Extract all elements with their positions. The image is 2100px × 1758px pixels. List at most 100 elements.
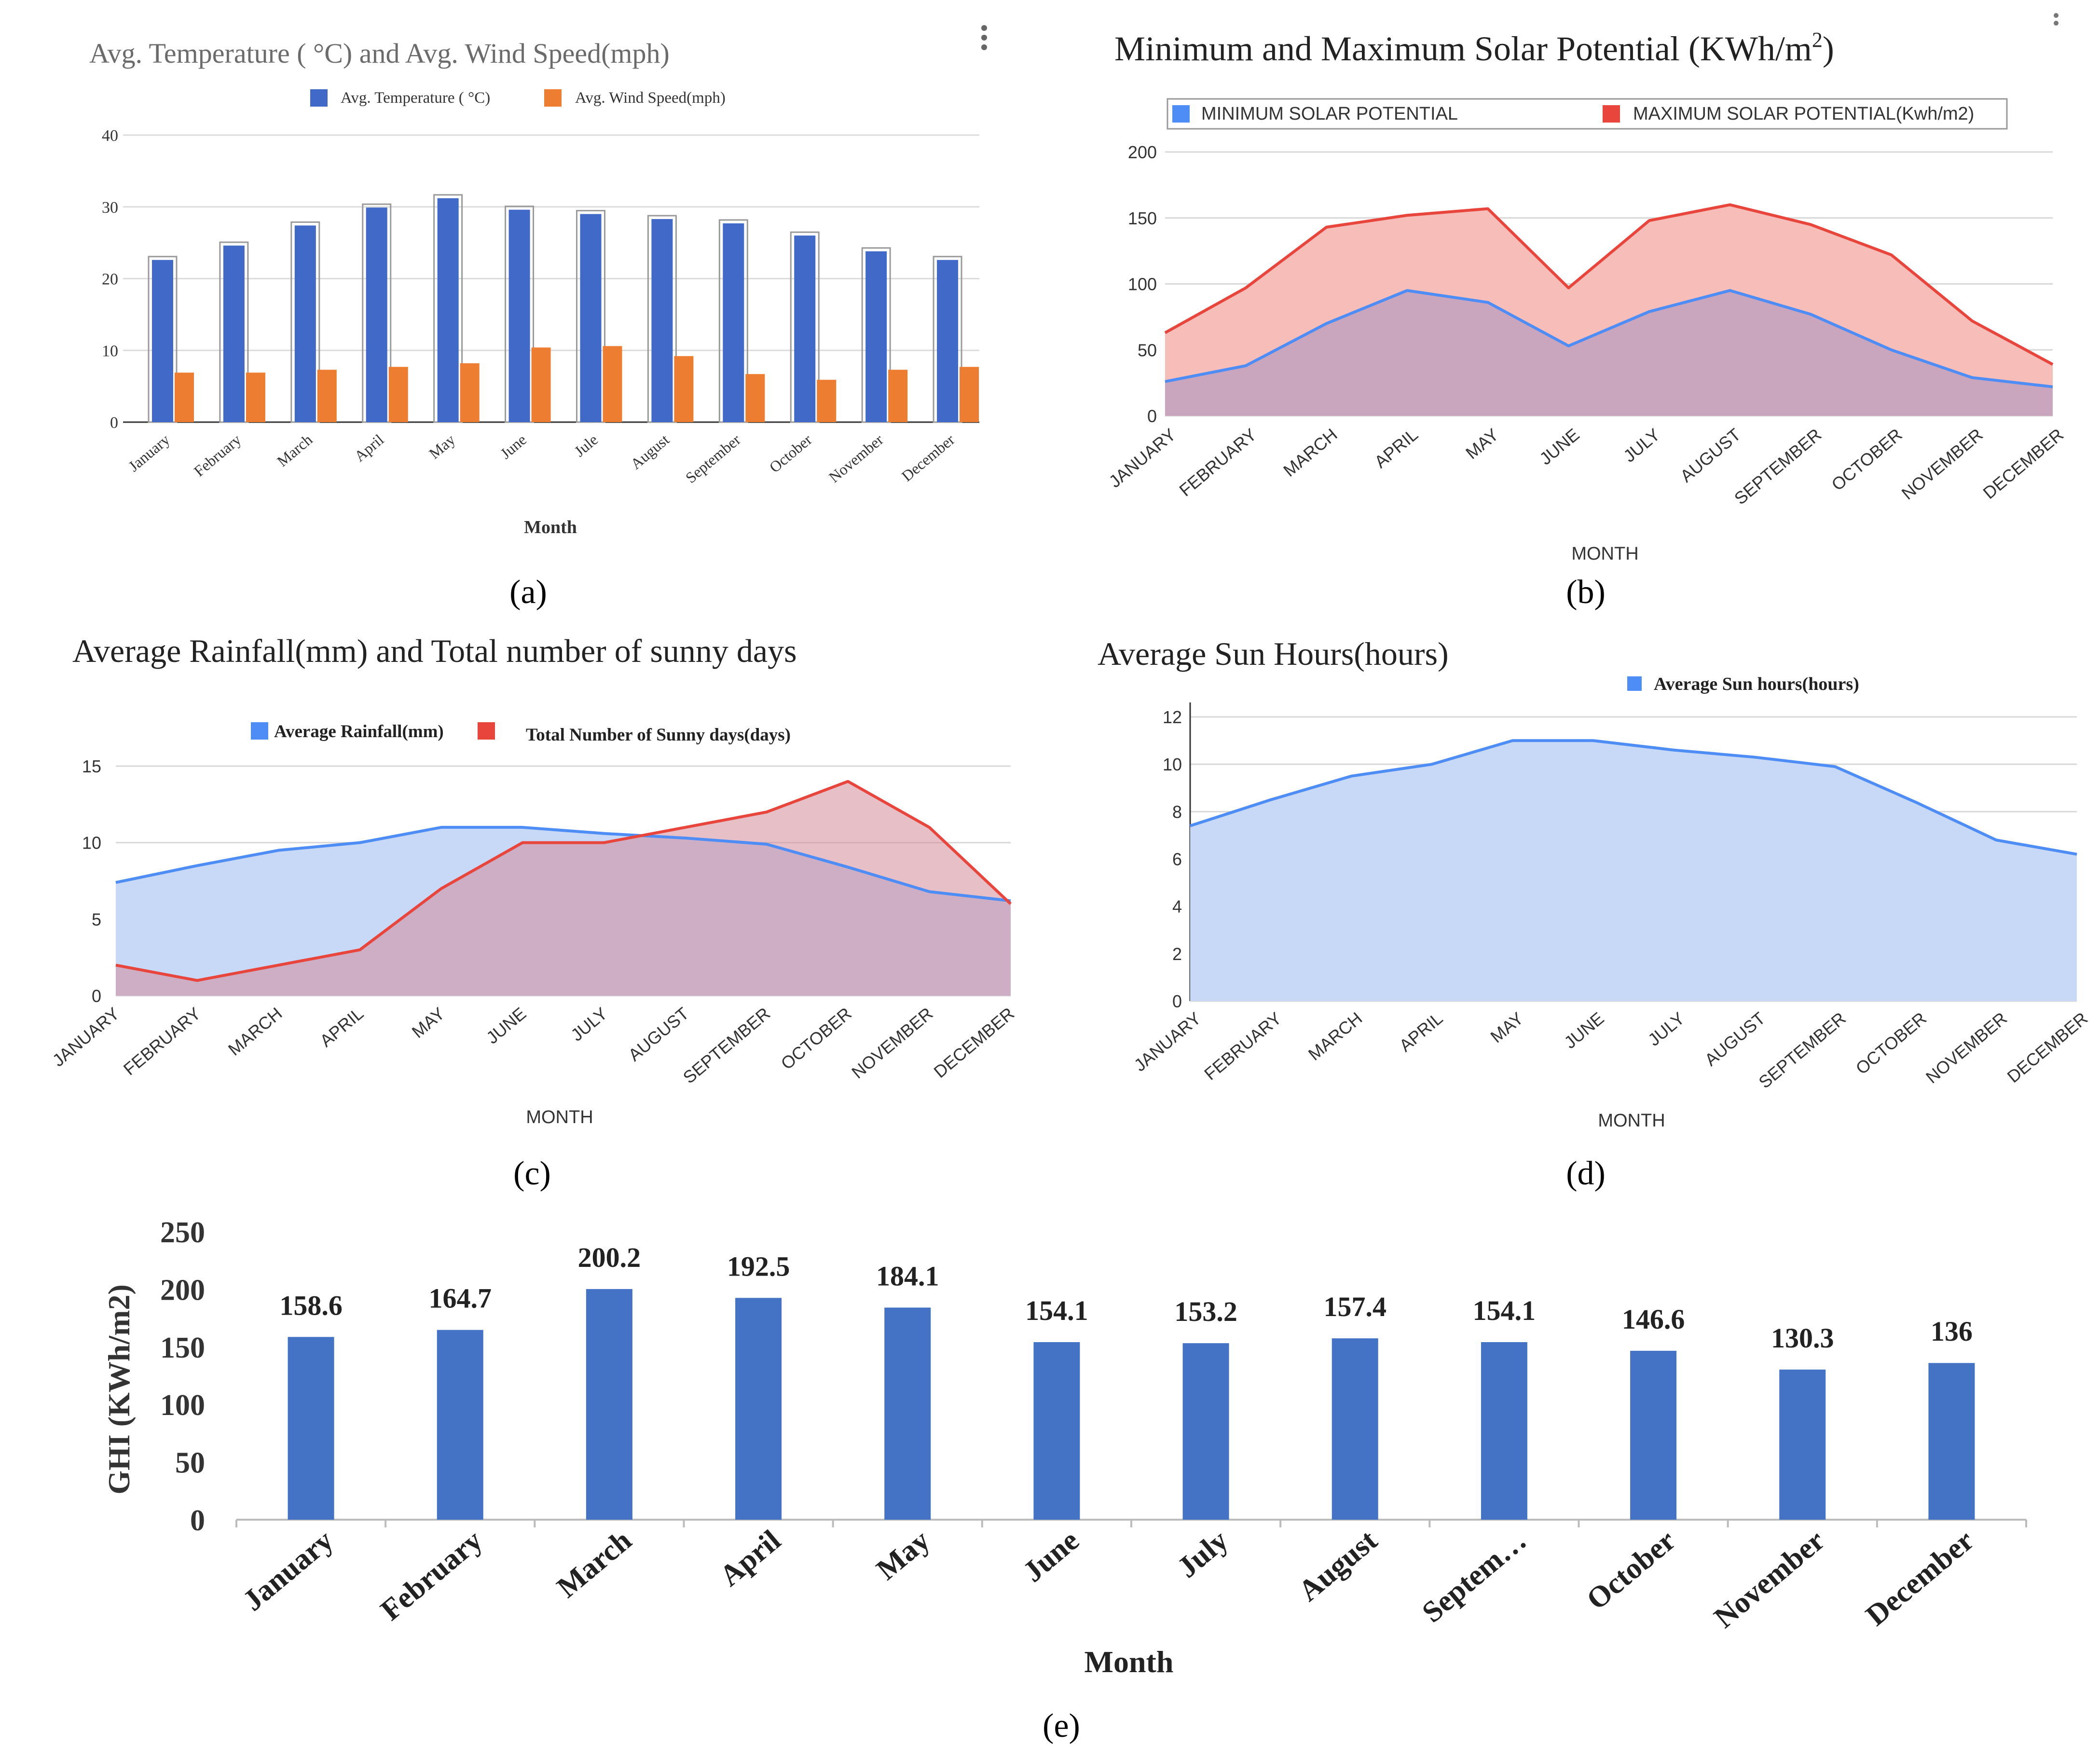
panel-a-x-tick-label: December (898, 431, 958, 485)
panel-b-y-tick-label: 150 (1128, 208, 1157, 228)
panel-a-x-tick-label: Jule (571, 431, 601, 460)
panel-d-x-tick-label: DECEMBER (2003, 1008, 2091, 1087)
panel-a-bar-temperature (651, 219, 673, 422)
panel-c-x-axis-title: MONTH (526, 1107, 593, 1127)
panel-e-x-tick-label: July (1171, 1524, 1235, 1584)
panel-c-title: Average Rainfall(mm) and Total number of… (72, 632, 797, 669)
panel-a-bar-temperature (437, 198, 459, 422)
panel-b-legend-box (1167, 98, 2008, 130)
panel-d-x-axis-title: MONTH (1598, 1111, 1665, 1131)
panel-a-bar-wind (817, 380, 837, 422)
panel-a-bar-temperature (723, 223, 744, 422)
panel-b-x-tick-label: JANUARY (1105, 425, 1180, 492)
panel-e-bar (1928, 1363, 1975, 1520)
panel-a-x-tick-label: May (425, 431, 458, 462)
panel-d-x-tick-label: JUNE (1560, 1008, 1607, 1053)
panel-b-x-tick-label: MAY (1462, 425, 1502, 463)
panel-b-x-tick-label: APRIL (1371, 425, 1422, 472)
panel-d-y-tick-label: 6 (1172, 850, 1182, 869)
panel-e-x-axis-title: Month (1084, 1645, 1174, 1679)
panel-d-x-tick-label: JULY (1644, 1008, 1688, 1050)
panel-d-x-tick-label: MAY (1486, 1008, 1527, 1047)
panel-b-title-main: Minimum and Maximum Solar Potential (KWh… (1114, 29, 1812, 68)
panel-a-menu-icon[interactable] (981, 25, 987, 50)
panel-c-x-tick-label: DECEMBER (930, 1003, 1018, 1082)
panel-c-y-tick-label: 10 (82, 833, 101, 853)
panel-c-rainfall-sunny-days-chart: Average Rainfall(mm) and Total number of… (49, 632, 1018, 1192)
panel-b-x-axis-title: MONTH (1571, 544, 1638, 564)
panel-a-bar-wind (674, 356, 694, 422)
panel-b-menu-icon[interactable] (2054, 13, 2059, 26)
panel-c-x-tick-label: NOVEMBER (848, 1003, 936, 1083)
panel-a-x-tick-label: January (125, 431, 173, 475)
panel-a-bar-wind (960, 367, 979, 422)
panel-e-y-tick-label: 150 (160, 1332, 205, 1364)
panel-e-x-tick-label: January (237, 1524, 340, 1618)
panel-b-title-sup: 2 (1812, 28, 1823, 52)
panel-c-legend-swatch-rainfall (251, 722, 268, 740)
panel-c-legend-label-sunny: Total Number of Sunny days(days) (526, 725, 791, 745)
panel-e-bar (1182, 1343, 1229, 1520)
panel-c-line-sunny-days (115, 780, 1012, 982)
panel-d-sun-hours-chart: Average Sun Hours(hours) Average Sun hou… (1098, 635, 2091, 1192)
panel-e-bar (735, 1298, 782, 1520)
panel-a-legend-swatch-wind (544, 89, 562, 107)
panel-c-legend-swatch-sunny (478, 722, 495, 740)
panel-a-x-tick-label: June (497, 431, 530, 462)
panel-d-title: Average Sun Hours(hours) (1098, 635, 1449, 672)
panel-a-bar-wind (317, 370, 337, 422)
panel-d-x-tick-label: JANUARY (1130, 1008, 1205, 1075)
panel-c-x-tick-label: AUGUST (624, 1003, 692, 1065)
panel-e-x-tick-label: November (1708, 1524, 1831, 1634)
panel-e-x-tick-label: April (714, 1524, 787, 1593)
panel-a-x-tick-label: April (351, 431, 387, 465)
panel-c-y-tick-label: 0 (92, 986, 101, 1006)
panel-b-legend-swatch-min (1172, 105, 1190, 123)
panel-a-bar-temperature (580, 214, 602, 422)
panel-d-y-tick-label: 0 (1172, 991, 1182, 1011)
panel-b-x-tick-label: AUGUST (1676, 425, 1744, 486)
panel-a-bar-wind (175, 372, 194, 422)
panel-e-x-tick-label: Septem… (1416, 1524, 1533, 1629)
panel-e-data-label: 164.7 (429, 1283, 492, 1314)
panel-e-x-tick-label: March (551, 1524, 638, 1604)
panel-d-y-tick-label: 4 (1172, 897, 1182, 917)
panel-e-y-tick-label: 200 (160, 1274, 205, 1306)
panel-e-x-tick-label: August (1292, 1524, 1384, 1607)
panel-e-data-label: 192.5 (727, 1250, 790, 1282)
panel-a-bar-temperature (794, 235, 816, 422)
panel-a-bar-temperature (223, 246, 245, 422)
panel-a-y-tick-label: 30 (102, 199, 118, 217)
panel-d-x-tick-label: MARCH (1304, 1008, 1366, 1064)
panel-a-title: Avg. Temperature ( °C) and Avg. Wind Spe… (89, 38, 670, 69)
panel-b-legend-label-min: MINIMUM SOLAR POTENTIAL (1201, 104, 1458, 124)
panel-e-y-tick-label: 50 (175, 1447, 205, 1480)
panel-b-title: Minimum and Maximum Solar Potential (KWh… (1114, 28, 1834, 68)
panel-b-x-tick-label: JULY (1620, 425, 1664, 466)
panel-e-y-tick-label: 100 (160, 1389, 205, 1422)
panel-b-x-tick-label: FEBRUARY (1175, 425, 1260, 500)
panel-a-bar-temperature (508, 209, 530, 422)
panel-e-x-tick-label: February (374, 1524, 488, 1627)
panel-e-bar (1033, 1342, 1080, 1520)
panel-e-y-axis-title: GHI (KWh/m2) (102, 1284, 136, 1495)
panel-c-legend-label-rainfall: Average Rainfall(mm) (274, 722, 444, 742)
panel-d-figure-label: (d) (1566, 1155, 1606, 1192)
panel-b-y-tick-label: 0 (1147, 406, 1157, 426)
panel-b-y-tick-label: 200 (1128, 142, 1157, 162)
panel-d-x-tick-label: OCTOBER (1852, 1008, 1930, 1078)
panel-e-data-label: 154.1 (1025, 1295, 1088, 1326)
panel-c-x-tick-label: MAY (408, 1003, 449, 1042)
panel-a-y-tick-label: 20 (102, 271, 118, 288)
panel-e-bar (288, 1337, 334, 1520)
panel-e-figure-label: (e) (1043, 1707, 1080, 1744)
panel-c-x-tick-label: SEPTEMBER (679, 1003, 774, 1087)
panel-e-bar (586, 1289, 632, 1520)
panel-a-y-tick-label: 0 (110, 414, 118, 432)
panel-a-bar-temperature (865, 251, 887, 422)
panel-b-area-min (1165, 290, 2053, 416)
panel-c-area-sunny-days (116, 781, 1011, 996)
panel-a-bar-temperature (366, 207, 387, 422)
panel-b-x-tick-label: NOVEMBER (1898, 425, 1987, 504)
